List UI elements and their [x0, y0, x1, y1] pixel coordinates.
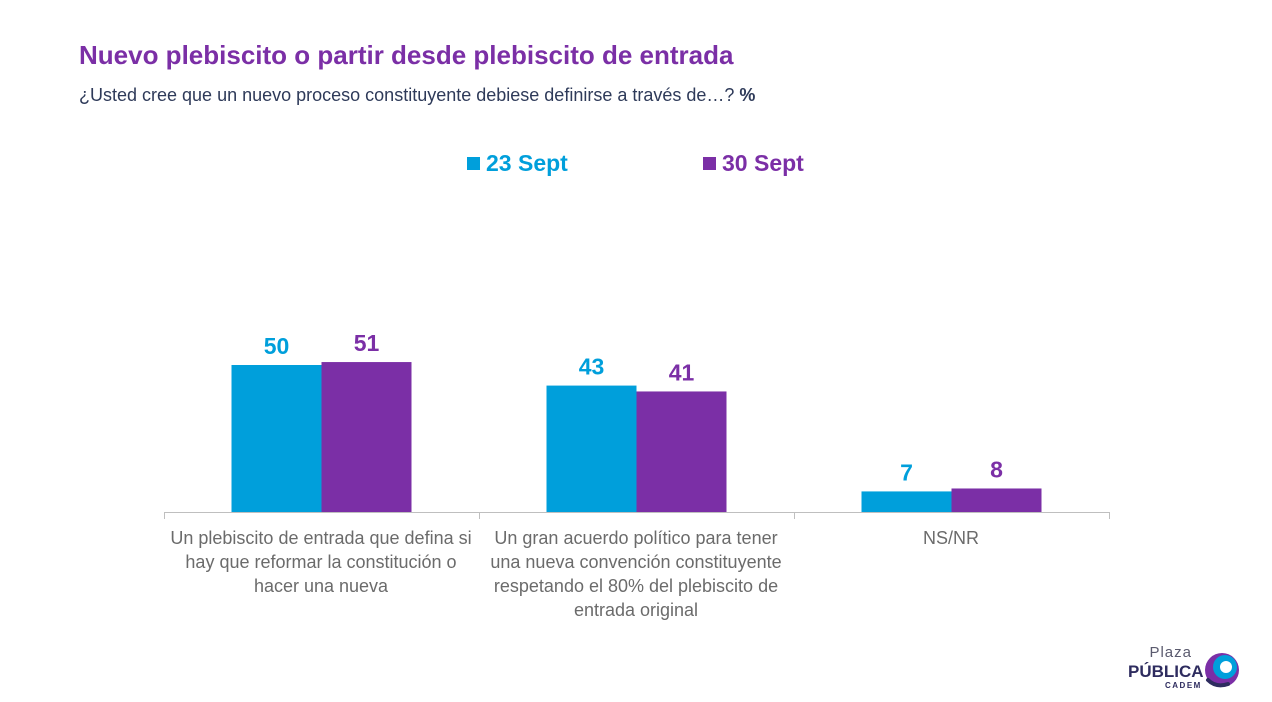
logo-text-plaza: Plaza	[1149, 644, 1192, 661]
bar-series-2-category-1	[321, 362, 412, 512]
legend-item-series-1: 23 Sept	[467, 150, 568, 177]
subtitle-question: ¿Usted cree que un nuevo proceso constit…	[79, 85, 735, 105]
logo-swirl-icon	[1205, 653, 1239, 688]
bar-series-1-category-2	[546, 385, 637, 512]
page-subtitle: ¿Usted cree que un nuevo proceso constit…	[79, 85, 755, 106]
logo-text-cadem: CADEM	[1165, 681, 1202, 690]
bar-series-2-category-2	[636, 391, 727, 512]
plaza-publica-cadem-logo: Plaza PÚBLICA CADEM	[1125, 644, 1250, 692]
bar-series-1-category-3	[861, 491, 952, 512]
data-label-series-2-category-3: 8	[990, 456, 1003, 482]
legend-swatch-series-1	[467, 157, 480, 170]
data-label-series-2-category-2: 41	[669, 359, 695, 385]
data-label-series-1-category-2: 43	[579, 354, 605, 380]
logo-text-publica: PÚBLICA	[1128, 662, 1204, 681]
bar-series-2-category-3	[951, 488, 1042, 512]
legend-label-series-1: 23 Sept	[486, 150, 568, 176]
category-label-3: NS/NR	[922, 528, 979, 548]
legend-item-series-2: 30 Sept	[703, 150, 804, 177]
legend-swatch-series-2	[703, 157, 716, 170]
category-label-1: Un plebiscito de entrada que defina si h…	[170, 528, 472, 596]
bar-series-1-category-1	[231, 365, 322, 512]
category-label-2: Un gran acuerdo político para tener una …	[490, 528, 782, 620]
data-label-series-2-category-1: 51	[354, 330, 380, 356]
data-label-series-1-category-3: 7	[900, 459, 913, 485]
page-title: Nuevo plebiscito o partir desde plebisci…	[79, 40, 734, 70]
subtitle-unit: %	[739, 85, 756, 105]
data-label-series-1-category-1: 50	[264, 333, 290, 359]
legend-label-series-2: 30 Sept	[722, 150, 804, 176]
